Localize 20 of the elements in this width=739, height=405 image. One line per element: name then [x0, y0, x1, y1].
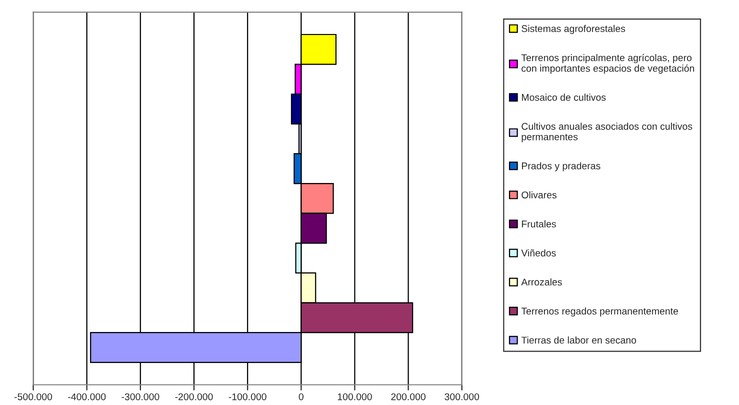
legend-label: Mosaico de cultivos: [522, 94, 606, 101]
x-tick-label: -300.000: [122, 393, 160, 400]
legend-label: Viñedos: [521, 249, 556, 256]
legend-label: Tierras de labor en secano: [521, 336, 636, 344]
legend-label: Terrenos principalmente agrícolas, pero con importantes espacios de vegetación: [521, 54, 694, 74]
x-tick-label: -400.000: [68, 393, 106, 400]
legend-label: Cultivos anuales asociados con cultivos permanentes: [522, 122, 692, 142]
legend-label: Sistemas agroforestales: [522, 24, 626, 34]
legend-label: Terrenos regados permanentemente: [521, 307, 678, 316]
legend-label: Arrozales: [521, 278, 562, 286]
x-tick-label: -500.000: [14, 393, 52, 400]
legend-label: Prados y praderas: [522, 162, 600, 172]
legend-label: Olivares: [522, 191, 556, 198]
x-tick-label: 100.000: [338, 393, 372, 400]
x-tick-label: 200.000: [391, 393, 426, 400]
x-tick-label: -100.000: [228, 393, 266, 400]
x-tick-label: -200.000: [175, 393, 213, 400]
x-tick-label: 300.000: [444, 393, 480, 400]
legend-label: Frutales: [522, 220, 556, 228]
x-tick-label: 0: [298, 393, 304, 400]
